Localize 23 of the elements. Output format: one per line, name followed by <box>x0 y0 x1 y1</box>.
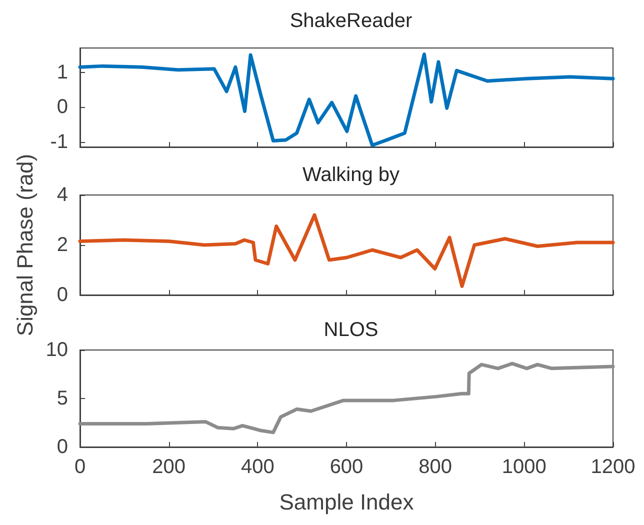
x-tick-label: 200 <box>152 456 186 478</box>
chart-title: ShakeReader <box>290 10 412 32</box>
y-tick-label: 0 <box>56 96 68 118</box>
y-tick-label: 0 <box>56 436 68 458</box>
y-tick-label: 2 <box>56 234 68 256</box>
chart-title: NLOS <box>324 319 378 341</box>
y-tick-label: 5 <box>56 388 68 410</box>
x-tick-label: 0 <box>74 456 86 478</box>
line-series <box>78 213 615 288</box>
x-tick-label: 1200 <box>590 456 636 478</box>
chart-title: Walking by <box>302 164 400 186</box>
x-axis-title: Sample Index <box>279 490 414 514</box>
x-tick-label: 400 <box>240 456 274 478</box>
y-tick-label: 1 <box>56 61 68 84</box>
y-tick-label: 10 <box>46 339 68 361</box>
y-tick-label: 0 <box>56 284 68 306</box>
line-series <box>78 362 615 434</box>
x-tick-label: 1000 <box>502 456 546 478</box>
y-tick-label: -1 <box>50 130 68 153</box>
y-axis-title: Signal Phase (rad) <box>12 154 38 336</box>
x-tick-label: 800 <box>418 456 452 478</box>
x-tick-label: 600 <box>330 456 364 478</box>
y-tick-label: 4 <box>56 184 68 206</box>
